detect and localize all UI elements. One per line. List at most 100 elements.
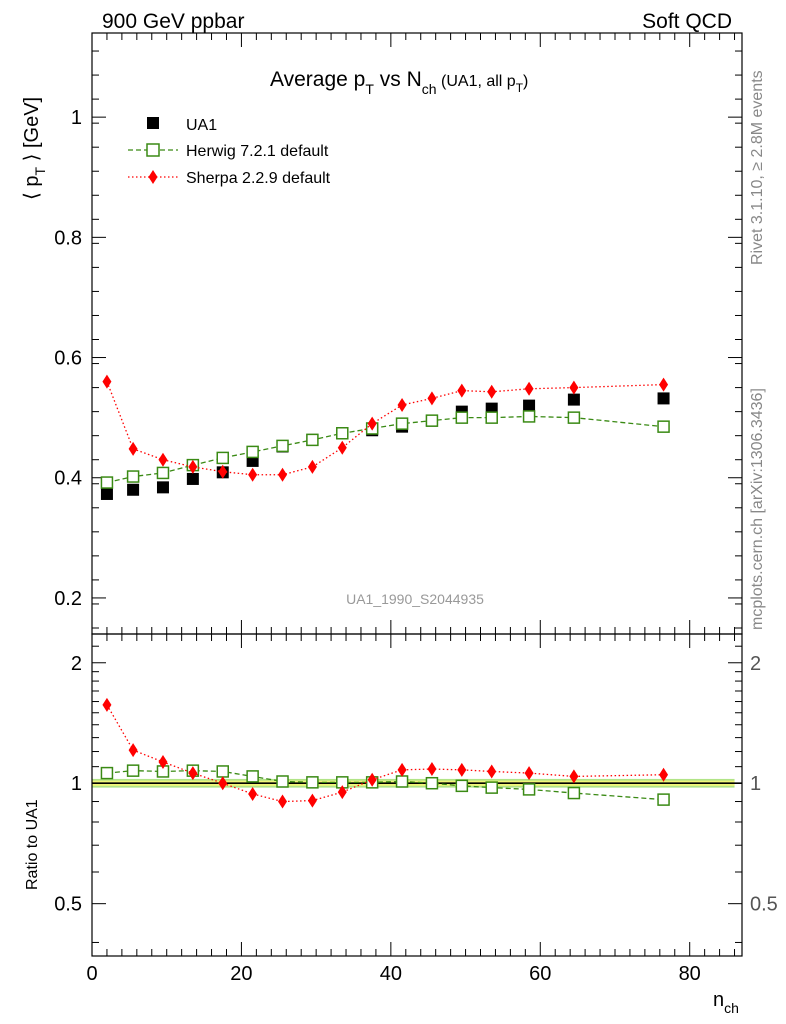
analysis-id-watermark: UA1_1990_S2044935	[346, 591, 484, 607]
ua1-point	[567, 393, 580, 406]
ratio-band	[92, 778, 742, 788]
main-panel: 0.2 0.4 0.6 0.8 1 Average pT vs Nch (UA1, al…	[21, 32, 743, 635]
ua1-point	[657, 392, 670, 405]
mcplots-label: mcplots.cern.ch [arXiv:1306.3436]	[749, 388, 766, 630]
herwig-point	[485, 411, 498, 424]
herwig-ratio-point	[522, 783, 536, 796]
herwig-ratio-point	[216, 765, 229, 778]
herwig-ratio-point	[246, 770, 259, 783]
herwig-point	[156, 466, 170, 480]
sherpa-point	[158, 452, 168, 467]
ua1-point	[100, 487, 113, 500]
herwig-point	[306, 433, 319, 447]
herwig-ratio-point	[100, 766, 114, 780]
herwig-ratio-point	[126, 764, 140, 777]
x-tick-label: 80	[679, 963, 701, 985]
sherpa-ratio-point	[278, 794, 288, 809]
sherpa-point	[337, 440, 347, 455]
main-ticks: 0.2 0.4 0.6 0.8 1	[54, 33, 742, 634]
herwig-ratio-point	[276, 775, 289, 788]
legend-marker-ua1	[147, 117, 159, 129]
energy-label: 900 GeV ppbar	[102, 10, 244, 33]
x-tick-label: 40	[380, 963, 402, 985]
sherpa-point	[487, 384, 497, 399]
herwig-point	[276, 439, 289, 453]
sherpa-ratio-point	[367, 772, 377, 787]
ratio-y-axis-label: Ratio to UA1	[24, 799, 41, 890]
ratio-ticks: 0 20 40 60 80 0.5 0.5 1 1 2 2	[54, 634, 778, 985]
legend-label-ua1: UA1	[186, 117, 217, 134]
x-tick-label: 20	[230, 963, 252, 985]
herwig-ratio-point	[657, 793, 670, 806]
y-tick-label: 0.4	[54, 468, 82, 490]
sherpa-point	[659, 377, 669, 392]
sherpa-ratio-point	[188, 766, 198, 781]
sherpa-ratio-point	[569, 769, 579, 784]
rivet-version-label: Rivet 3.1.10, ≥ 2.8M events	[749, 70, 766, 265]
sherpa-point	[524, 381, 534, 396]
sherpa-ratio-line	[106, 704, 664, 803]
y-tick-label: 0.6	[54, 348, 82, 370]
x-axis-label: nch	[713, 989, 739, 1016]
x-tick-label: 60	[529, 963, 551, 985]
herwig-ratio-point	[567, 786, 581, 800]
sherpa-point	[218, 464, 228, 479]
ratio-tick-label: 0.5	[54, 894, 82, 916]
sherpa-ratio-point	[397, 762, 407, 777]
sherpa-ratio-point	[218, 776, 228, 791]
y-tick-label: 0.2	[54, 588, 82, 610]
ratio-tick-label-right: 2	[750, 653, 761, 675]
herwig-point	[216, 451, 229, 465]
sherpa-point	[457, 383, 467, 398]
herwig-point	[100, 476, 114, 489]
sherpa-ratio-point	[128, 743, 138, 758]
sherpa-ratio-point	[307, 793, 317, 808]
legend-marker-herwig	[146, 143, 160, 157]
herwig-ratio-point	[306, 776, 319, 789]
sherpa-point	[427, 391, 437, 406]
ua1-point	[186, 472, 199, 485]
y-tick-label: 1	[71, 107, 82, 129]
sherpa-ratio-point	[248, 786, 258, 801]
ratio-series	[100, 697, 670, 809]
sherpa-point	[397, 398, 407, 413]
y-tick-label: 0.8	[54, 227, 82, 249]
sherpa-ratio-point	[102, 697, 112, 712]
herwig-ratio-point	[425, 776, 439, 790]
herwig-point	[522, 410, 536, 423]
herwig-point	[395, 417, 409, 430]
herwig-ratio-point	[485, 781, 498, 794]
main-series	[100, 374, 670, 500]
herwig-point	[246, 445, 259, 459]
sherpa-ratio-point	[337, 785, 347, 800]
ua1-point	[156, 481, 169, 494]
sherpa-point	[248, 467, 258, 482]
sherpa-ratio-point	[427, 762, 437, 777]
ratio-tick-label-right: 0.5	[750, 894, 778, 916]
ratio-tick-label: 2	[71, 653, 82, 675]
legend: UA1 Herwig 7.2.1 default Sherpa 2.2.9 de…	[128, 117, 331, 187]
sherpa-ratio-point	[659, 767, 669, 782]
ratio-panel: 0 20 40 60 80 0.5 0.5 1 1 2 2 Ratio to UA1	[24, 633, 778, 985]
sherpa-main-line	[106, 381, 664, 476]
sherpa-ratio-point	[158, 754, 168, 769]
sherpa-ratio-point	[487, 764, 497, 779]
herwig-point	[126, 470, 140, 483]
herwig-main-line	[106, 415, 664, 484]
ratio-frame	[91, 633, 743, 957]
legend-label-sherpa: Sherpa 2.2.9 default	[186, 170, 331, 187]
sherpa-point	[307, 459, 317, 474]
herwig-point	[657, 420, 670, 433]
legend-label-herwig: Herwig 7.2.1 default	[186, 143, 329, 160]
sherpa-point	[188, 459, 198, 474]
x-tick-label: 0	[86, 963, 97, 985]
sherpa-point	[569, 380, 579, 395]
ratio-tick-label: 1	[71, 773, 82, 795]
ua1-point	[523, 399, 536, 412]
sherpa-point	[278, 467, 288, 482]
sherpa-point	[128, 441, 138, 456]
legend-marker-sherpa	[148, 170, 158, 184]
ratio-tick-label-right: 1	[750, 773, 761, 795]
herwig-point	[567, 411, 581, 424]
